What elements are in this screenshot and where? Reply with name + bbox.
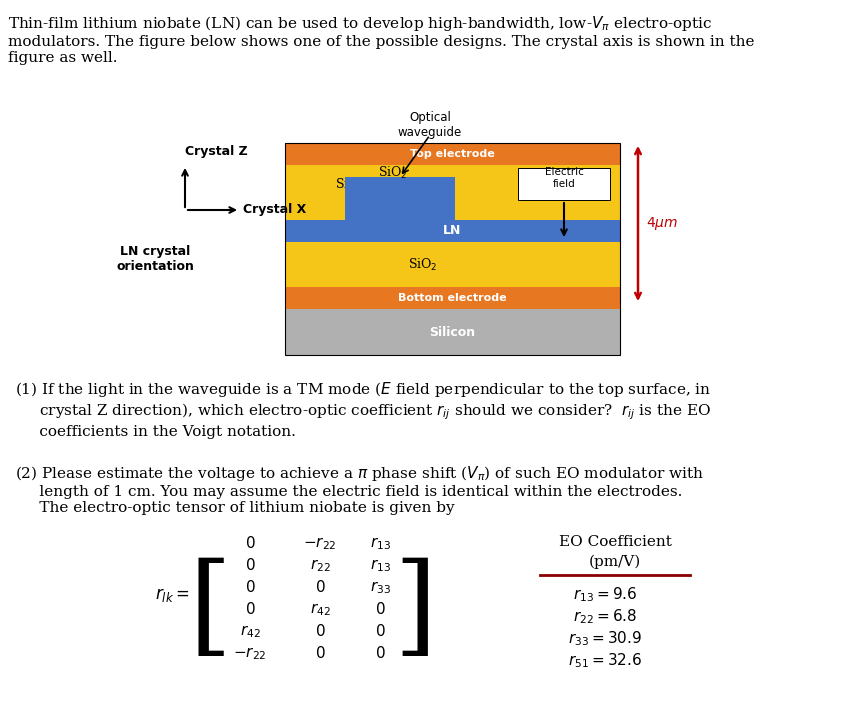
Text: $0$: $0$ [374, 601, 385, 617]
Text: (1) If the light in the waveguide is a TM mode ($E$ field perpendicular to the t: (1) If the light in the waveguide is a T… [15, 380, 711, 438]
Text: $r_{13}$: $r_{13}$ [369, 557, 390, 574]
Text: EO Coefficient: EO Coefficient [558, 535, 670, 549]
Bar [285, 287, 619, 309]
Bar [285, 242, 619, 287]
Bar [518, 168, 609, 200]
Text: $r_{13}$: $r_{13}$ [369, 535, 390, 552]
Bar [285, 309, 619, 355]
Text: $4\mu m$: $4\mu m$ [645, 215, 677, 232]
Text: $0$: $0$ [374, 623, 385, 639]
Text: SiO$_2$: SiO$_2$ [335, 177, 364, 193]
Bar [285, 143, 619, 355]
Text: $-r_{22}$: $-r_{22}$ [303, 535, 336, 552]
Text: $0$: $0$ [374, 645, 385, 661]
Text: Top electrode: Top electrode [409, 149, 494, 159]
Text: [: [ [189, 557, 231, 663]
Bar [285, 165, 619, 220]
Text: ]: ] [393, 557, 436, 663]
Text: (2) Please estimate the voltage to achieve a $\pi$ phase shift ($V_\pi$) of such: (2) Please estimate the voltage to achie… [15, 464, 703, 516]
Text: Crystal Z: Crystal Z [185, 145, 247, 158]
Bar [285, 220, 619, 242]
Text: $r_{22} = 6.8$: $r_{22} = 6.8$ [572, 607, 636, 626]
Text: $0$: $0$ [314, 623, 325, 639]
Text: Silicon: Silicon [429, 325, 475, 338]
Text: $0$: $0$ [314, 645, 325, 661]
Text: Electric
field: Electric field [544, 167, 583, 189]
Text: LN: LN [443, 224, 461, 237]
Text: $r_{lk}=$: $r_{lk}=$ [154, 586, 189, 604]
Text: $0$: $0$ [245, 557, 255, 573]
Bar [285, 143, 619, 165]
Text: $0$: $0$ [245, 579, 255, 595]
Text: SiO$_2$: SiO$_2$ [407, 257, 437, 273]
Text: (pm/V): (pm/V) [589, 555, 641, 570]
Text: $0$: $0$ [245, 601, 255, 617]
Text: $r_{33}$: $r_{33}$ [369, 579, 390, 596]
Text: $0$: $0$ [245, 535, 255, 551]
Text: $r_{42}$: $r_{42}$ [310, 601, 330, 618]
Text: $r_{22}$: $r_{22}$ [310, 557, 330, 574]
Text: $0$: $0$ [314, 579, 325, 595]
Text: $r_{42}$: $r_{42}$ [240, 623, 260, 640]
Text: $r_{51} = 32.6$: $r_{51} = 32.6$ [567, 651, 641, 670]
Text: Crystal X: Crystal X [243, 203, 306, 216]
Text: LN crystal
orientation: LN crystal orientation [116, 245, 194, 273]
Text: $r_{33} = 30.9$: $r_{33} = 30.9$ [567, 629, 641, 647]
Text: Bottom electrode: Bottom electrode [397, 293, 506, 303]
Text: $r_{13} = 9.6$: $r_{13} = 9.6$ [572, 585, 636, 603]
Bar [345, 177, 455, 220]
Text: Optical
waveguide: Optical waveguide [397, 111, 461, 139]
Text: SiO$_2$: SiO$_2$ [378, 165, 407, 181]
Text: $-r_{22}$: $-r_{22}$ [233, 645, 266, 662]
Text: Thin-film lithium niobate (LN) can be used to develop high-bandwidth, low-$V_\pi: Thin-film lithium niobate (LN) can be us… [8, 14, 753, 66]
